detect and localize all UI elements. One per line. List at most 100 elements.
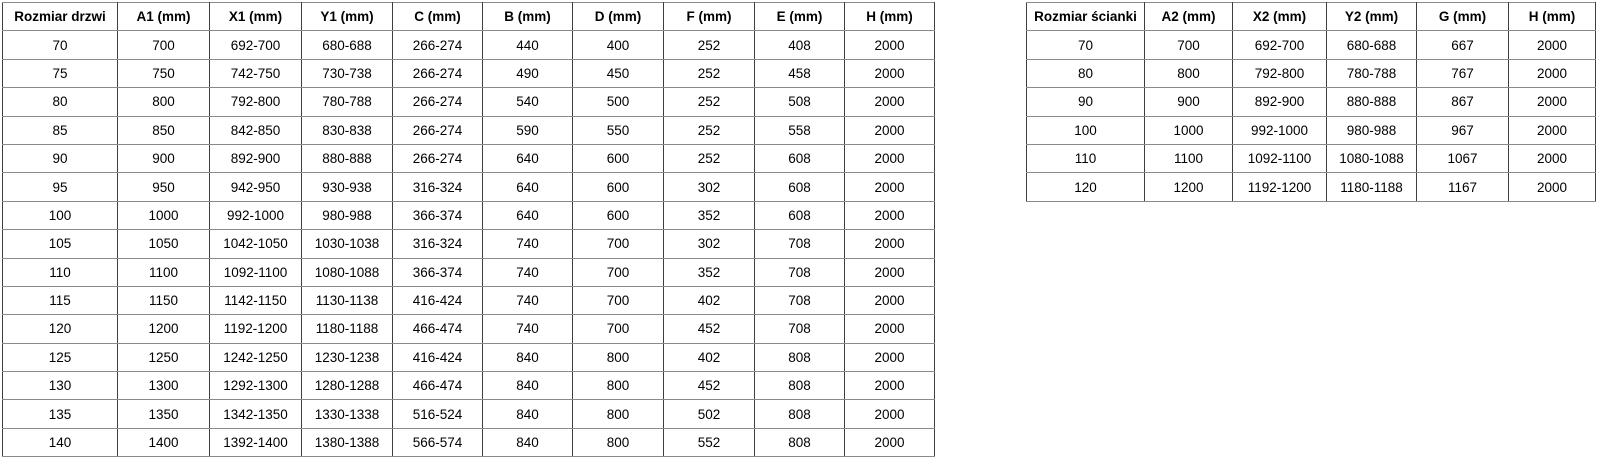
table-cell: 2000	[844, 285, 935, 316]
table-cell: 2000	[844, 87, 935, 117]
table-cell: 740	[482, 229, 573, 259]
table-cell: 1200	[117, 314, 210, 344]
table-row: 100 1000 992-1000 980-988 366-374 640 600 352 60…	[2, 200, 935, 231]
table-cell: 840	[482, 399, 573, 429]
table-cell: 967	[1416, 115, 1509, 145]
table-cell: 140	[2, 427, 118, 458]
table-cell: 1200	[1144, 172, 1233, 202]
table-cell: 640	[482, 172, 573, 202]
table-cell: 80	[2, 87, 118, 117]
table-cell: 1150	[117, 285, 210, 316]
table-cell: 125	[2, 342, 118, 373]
table-cell: 850	[117, 115, 210, 145]
table-cell: 1142-1150	[209, 285, 302, 316]
table-cell: 408	[754, 30, 845, 60]
table-row: 70 700 692-700 680-688 667 2000	[1026, 30, 1596, 60]
table-row: 110 1100 1092-1100 1080-1088 366-374 740 700 35…	[2, 257, 935, 287]
table-row: 130 1300 1292-1300 1280-1288 466-474 840 800 45…	[2, 371, 935, 401]
table-cell: 502	[663, 399, 755, 429]
table-cell: 800	[572, 399, 664, 429]
table-cell: 1100	[1144, 143, 1233, 174]
table-cell: 667	[1416, 30, 1509, 60]
table-cell: 1100	[117, 257, 210, 287]
table-cell: 892-900	[1232, 87, 1327, 117]
table-cell: 130	[2, 371, 118, 401]
table-cell: 2000	[1508, 58, 1596, 89]
column-header: G (mm)	[1416, 1, 1509, 32]
table-cell: 740	[482, 285, 573, 316]
table-cell: 70	[2, 30, 118, 60]
table-cell: 550	[572, 115, 664, 145]
table-cell: 2000	[844, 229, 935, 259]
table-cell: 2000	[844, 314, 935, 344]
table-cell: 120	[1026, 172, 1145, 202]
table-cell: 1330-1338	[301, 399, 393, 429]
table-cell: 867	[1416, 87, 1509, 117]
table-cell: 840	[482, 371, 573, 401]
table-cell: 2000	[844, 143, 935, 174]
table-cell: 1292-1300	[209, 371, 302, 401]
table-cell: 1280-1288	[301, 371, 393, 401]
table-cell: 1180-1188	[301, 314, 393, 344]
table-cell: 2000	[844, 172, 935, 202]
table-cell: 490	[482, 58, 573, 89]
table-cell: 1392-1400	[209, 427, 302, 458]
table-cell: 416-424	[392, 342, 483, 373]
table-cell: 402	[663, 285, 755, 316]
table-cell: 730-738	[301, 58, 393, 89]
table-cell: 780-788	[1326, 58, 1417, 89]
table-cell: 2000	[844, 371, 935, 401]
table-row: 70 700 692-700 680-688 266-274 440 400 252 408 20…	[2, 30, 935, 60]
table-cell: 2000	[844, 342, 935, 373]
table-row: 135 1350 1342-1350 1330-1338 516-524 840 800 50…	[2, 399, 935, 429]
wall-size-table: Rozmiar ścianki A2 (mm) X2 (mm) Y2 (mm) G (m…	[1026, 1, 1596, 202]
table-cell: 1400	[117, 427, 210, 458]
table-cell: 70	[1026, 30, 1145, 60]
table-row: 85 850 842-850 830-838 266-274 590 550 252 558 20…	[2, 115, 935, 145]
table-cell: 700	[572, 257, 664, 287]
table-cell: 452	[663, 371, 755, 401]
table-cell: 892-900	[209, 143, 302, 174]
table-cell: 740	[482, 257, 573, 287]
table-cell: 780-788	[301, 87, 393, 117]
table-cell: 2000	[844, 257, 935, 287]
table-cell: 700	[117, 30, 210, 60]
table-cell: 1192-1200	[1232, 172, 1327, 202]
table-cell: 1050	[117, 229, 210, 259]
table-cell: 252	[663, 87, 755, 117]
table-cell: 1230-1238	[301, 342, 393, 373]
table-cell: 508	[754, 87, 845, 117]
table-cell: 600	[572, 143, 664, 174]
table-cell: 880-888	[301, 143, 393, 174]
table-cell: 1030-1038	[301, 229, 393, 259]
table-row: 140 1400 1392-1400 1380-1388 566-574 840 800 55…	[2, 427, 935, 458]
table-cell: 980-988	[301, 200, 393, 231]
table-cell: 450	[572, 58, 664, 89]
table-cell: 742-750	[209, 58, 302, 89]
door-size-table: Rozmiar drzwi A1 (mm) X1 (mm) Y1 (mm) C (mm)…	[2, 1, 935, 458]
table-cell: 500	[572, 87, 664, 117]
table-cell: 1000	[1144, 115, 1233, 145]
table-cell: 1192-1200	[209, 314, 302, 344]
table-cell: 1180-1188	[1326, 172, 1417, 202]
table-cell: 252	[663, 30, 755, 60]
table-cell: 552	[663, 427, 755, 458]
table-cell: 608	[754, 172, 845, 202]
table-cell: 930-938	[301, 172, 393, 202]
table-row: 125 1250 1242-1250 1230-1238 416-424 840 800 40…	[2, 342, 935, 373]
table-cell: 2000	[1508, 115, 1596, 145]
table-cell: 692-700	[209, 30, 302, 60]
table-cell: 1092-1100	[1232, 143, 1327, 174]
table-cell: 1380-1388	[301, 427, 393, 458]
table-row: 115 1150 1142-1150 1130-1138 416-424 740 700 40…	[2, 285, 935, 316]
table-cell: 252	[663, 58, 755, 89]
table-cell: 1167	[1416, 172, 1509, 202]
column-header: C (mm)	[392, 1, 483, 32]
table-cell: 708	[754, 314, 845, 344]
table-cell: 90	[1026, 87, 1145, 117]
table-cell: 316-324	[392, 229, 483, 259]
column-header: H (mm)	[844, 1, 935, 32]
table-cell: 880-888	[1326, 87, 1417, 117]
table-cell: 680-688	[1326, 30, 1417, 60]
